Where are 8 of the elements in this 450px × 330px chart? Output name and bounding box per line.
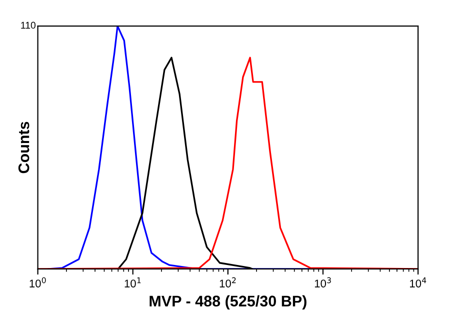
x-tick-label: 10$^{2}$	[220, 277, 236, 288]
y-axis-title: Counts	[18, 122, 30, 174]
x-tick-label: 10$^{4}$	[410, 277, 426, 288]
text: 110	[21, 22, 36, 29]
x-tick-label: 10$^{3}$	[314, 277, 331, 288]
x-tick-label: 10$^{0}$	[30, 277, 46, 288]
x-tick-label: 10$^{1}$	[124, 277, 141, 288]
x-axis-title: MVP - 488 (525/30 BP)	[150, 295, 306, 310]
